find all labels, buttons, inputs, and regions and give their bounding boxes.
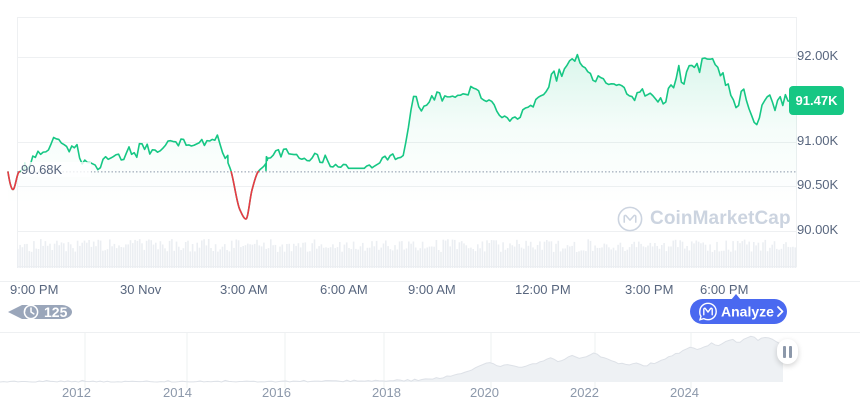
svg-text:Analyze: Analyze (721, 304, 774, 320)
svg-text:125: 125 (44, 304, 68, 320)
